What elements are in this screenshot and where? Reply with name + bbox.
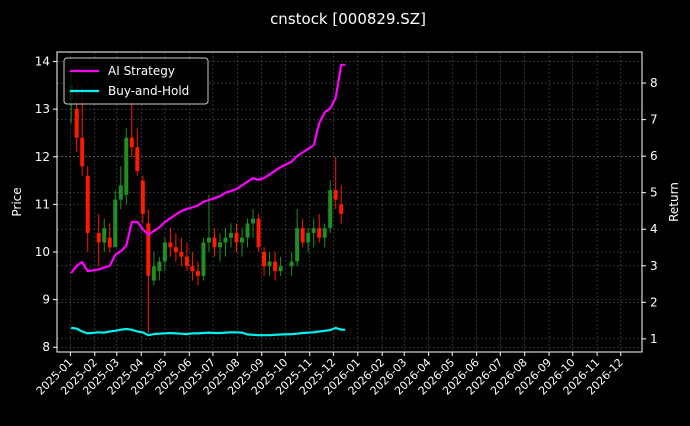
candle-body [212, 237, 217, 248]
candle-body [300, 228, 305, 243]
candle-body [306, 232, 311, 243]
legend-label-bh: Buy-and-Hold [108, 84, 189, 98]
candle-body [328, 190, 333, 229]
candle-body [129, 137, 134, 148]
y-tick-label-left: 11 [35, 197, 50, 211]
candle-body [107, 237, 112, 248]
candles [69, 71, 344, 333]
y-axis-left: 8 9 10 11 12 13 14 [35, 55, 57, 354]
candle-body [96, 232, 101, 243]
candle-body [289, 261, 294, 267]
buy-and-hold-line [71, 326, 346, 337]
candle-body [201, 242, 206, 276]
candle-body [124, 137, 129, 195]
y-tick-label-left: 9 [42, 293, 50, 307]
ai-strategy-line [70, 63, 346, 274]
candle-body [295, 228, 300, 262]
plot-frame [56, 51, 643, 353]
candle-body [217, 242, 222, 248]
y-tick-label-left: 13 [35, 102, 50, 116]
x-axis: 2025-012025-022025-032025-042025-052025-… [34, 352, 626, 398]
candle-body [184, 256, 189, 267]
candle-body [339, 204, 344, 214]
candle-body [140, 180, 145, 214]
candle-body [311, 228, 316, 233]
candle-body [74, 109, 79, 138]
y-tick-label-left: 10 [35, 245, 50, 259]
candle-body [162, 242, 167, 262]
candle-body [168, 242, 173, 248]
legend-box [63, 57, 209, 105]
candle-body [251, 218, 256, 224]
candle-body [245, 223, 250, 238]
candle-body [223, 237, 228, 243]
candle-body [240, 237, 245, 243]
y-tick-label-right: 5 [650, 186, 658, 200]
y-tick-label-left: 12 [35, 150, 50, 164]
y-tick-label-right: 4 [650, 222, 658, 236]
candle-body [113, 199, 118, 248]
candle-body [151, 266, 156, 281]
y-tick-label-right: 7 [650, 113, 658, 127]
candle-body [262, 252, 267, 267]
candle-body [80, 137, 85, 167]
candle-body [173, 247, 178, 252]
y-tick-label-left: 14 [35, 55, 50, 69]
candle-body [229, 232, 234, 238]
legend: AI Strategy Buy-and-Hold [63, 57, 209, 105]
candle-body [195, 271, 200, 276]
y-tick-label-left: 8 [42, 340, 50, 354]
candle-body [179, 252, 184, 257]
candle-body [317, 228, 322, 238]
y-label-right: Return [667, 182, 681, 222]
candle-body [273, 261, 278, 272]
candle-body [256, 218, 261, 248]
candle-body [234, 232, 239, 243]
chart-title: cnstock [000829.SZ] [270, 10, 426, 28]
candle-body [322, 228, 327, 238]
candle-body [102, 228, 107, 243]
y-tick-label-right: 2 [650, 295, 658, 309]
y-tick-label-right: 8 [650, 76, 658, 90]
candle-body [190, 266, 195, 272]
y-label-left: Price [10, 187, 24, 216]
y-tick-label-right: 6 [650, 149, 658, 163]
y-axis-right: 1 2 3 4 5 6 7 8 [642, 76, 658, 346]
series-lines [70, 63, 346, 337]
candle-body [206, 237, 211, 243]
candle-body [118, 185, 123, 200]
y-tick-label-right: 3 [650, 259, 658, 273]
candle-body [267, 261, 272, 267]
candle-body [333, 190, 338, 200]
candle-body [135, 147, 140, 172]
y-tick-label-right: 1 [650, 332, 658, 346]
candle-body [85, 175, 90, 233]
candle-body [157, 261, 162, 272]
candle-body [278, 266, 283, 272]
legend-label-ai: AI Strategy [108, 64, 175, 78]
candle-body [146, 223, 151, 276]
